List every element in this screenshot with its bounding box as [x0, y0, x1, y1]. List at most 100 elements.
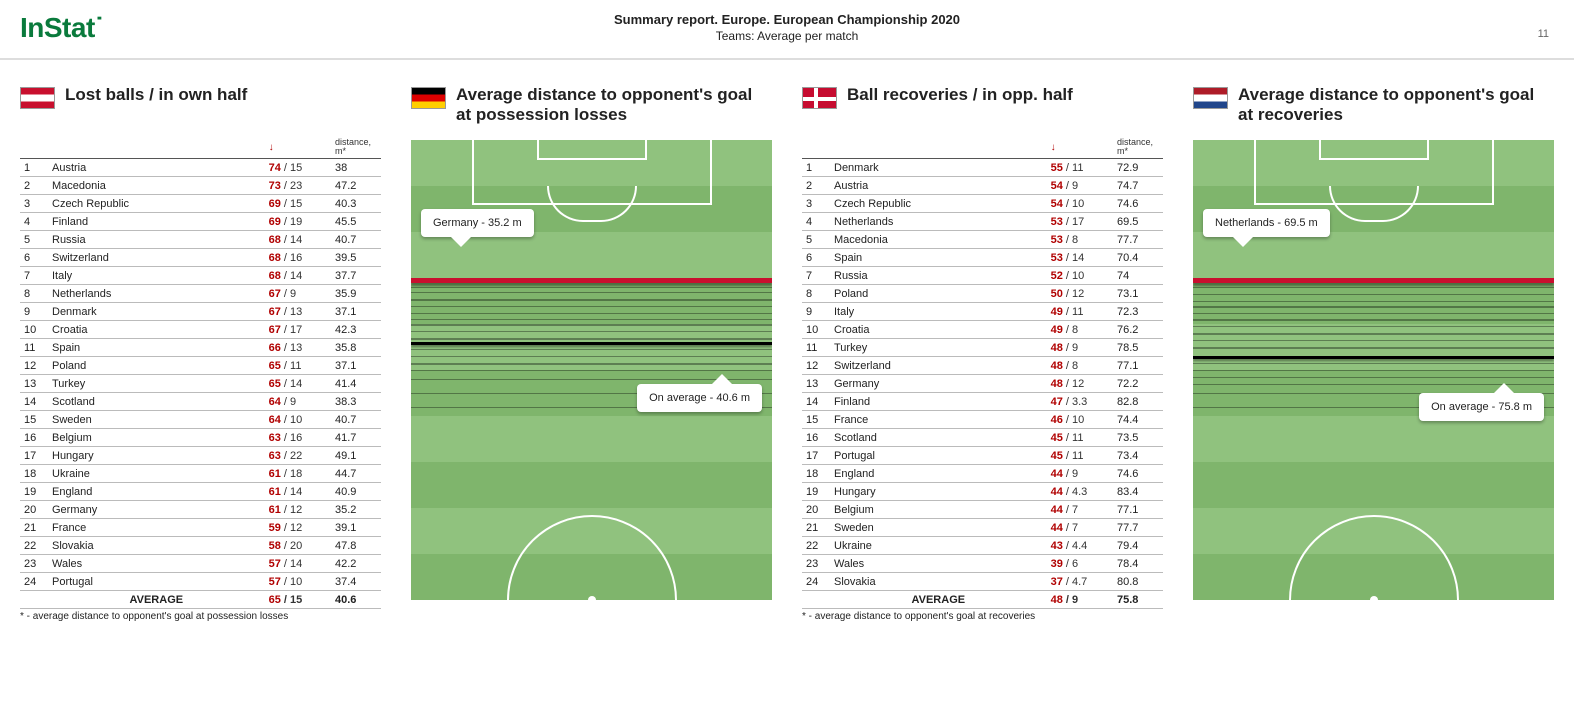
values-cell: 53 / 17	[1047, 213, 1113, 231]
table-row: 17Portugal45 / 1173.4	[802, 447, 1163, 465]
team-cell: Wales	[48, 555, 265, 573]
distance-cell: 73.1	[1113, 285, 1163, 303]
distance-cell: 37.4	[331, 573, 381, 591]
table-row: 15Sweden64 / 1040.7	[20, 411, 381, 429]
team-cell: Belgium	[48, 429, 265, 447]
values-cell: 61 / 18	[265, 465, 331, 483]
report-title: Summary report. Europe. European Champio…	[0, 12, 1574, 27]
th-sort[interactable]: ↓	[1047, 136, 1113, 159]
values-cell: 47 / 3.3	[1047, 393, 1113, 411]
distance-cell: 39.1	[331, 519, 381, 537]
team-cell: Germany	[830, 375, 1047, 393]
rank-cell: 8	[802, 285, 830, 303]
team-cell: Scotland	[830, 429, 1047, 447]
team-cell: Switzerland	[830, 357, 1047, 375]
th-distance: distance, m*	[1113, 136, 1163, 159]
rank-cell: 7	[802, 267, 830, 285]
rank-cell: 24	[20, 573, 48, 591]
rank-cell: 11	[20, 339, 48, 357]
table-row: 21Sweden44 / 777.7	[802, 519, 1163, 537]
distance-cell: 74.6	[1113, 195, 1163, 213]
values-cell: 68 / 16	[265, 249, 331, 267]
table-row: 7Italy68 / 1437.7	[20, 267, 381, 285]
values-cell: 68 / 14	[265, 231, 331, 249]
table-row: 3Czech Republic69 / 1540.3	[20, 195, 381, 213]
rank-cell: 9	[802, 303, 830, 321]
rank-cell: 15	[20, 411, 48, 429]
col-pitch-recoveries: Average distance to opponent's goal at r…	[1193, 85, 1554, 622]
values-cell: 57 / 10	[265, 573, 331, 591]
logo-dot: ˙	[95, 12, 104, 43]
team-cell: Czech Republic	[830, 195, 1047, 213]
rank-cell: 13	[20, 375, 48, 393]
team-cell: Slovakia	[48, 537, 265, 555]
table-row: 24Slovakia37 / 4.780.8	[802, 573, 1163, 591]
rank-cell: 11	[802, 339, 830, 357]
section-header: Ball recoveries / in opp. half	[802, 85, 1163, 130]
table-row: 9Italy49 / 1172.3	[802, 303, 1163, 321]
team-cell: Denmark	[48, 303, 265, 321]
table-row: 8Poland50 / 1273.1	[802, 285, 1163, 303]
table-row: 15France46 / 1074.4	[802, 411, 1163, 429]
table-row: 6Spain53 / 1470.4	[802, 249, 1163, 267]
values-cell: 48 / 8	[1047, 357, 1113, 375]
values-cell: 61 / 12	[265, 501, 331, 519]
team-cell: Wales	[830, 555, 1047, 573]
team-cell: Switzerland	[48, 249, 265, 267]
team-cell: England	[830, 465, 1047, 483]
distance-cell: 40.9	[331, 483, 381, 501]
values-cell: 64 / 9	[265, 393, 331, 411]
rank-cell: 17	[20, 447, 48, 465]
th-distance: distance, m*	[331, 136, 381, 159]
table-row: 23Wales39 / 678.4	[802, 555, 1163, 573]
avg-dist: 40.6	[331, 591, 381, 609]
table-row: 22Ukraine43 / 4.479.4	[802, 537, 1163, 555]
rank-cell: 2	[802, 177, 830, 195]
rank-cell: 3	[20, 195, 48, 213]
avg-dist: 75.8	[1113, 591, 1163, 609]
distance-cell: 70.4	[1113, 249, 1163, 267]
distance-cell: 82.8	[1113, 393, 1163, 411]
distance-cell: 37.1	[331, 357, 381, 375]
rank-cell: 24	[802, 573, 830, 591]
team-cell: Spain	[830, 249, 1047, 267]
table-row: 13Germany48 / 1272.2	[802, 375, 1163, 393]
team-cell: Portugal	[48, 573, 265, 591]
values-cell: 49 / 11	[1047, 303, 1113, 321]
team-cell: Austria	[48, 159, 265, 177]
table-row: 14Scotland64 / 938.3	[20, 393, 381, 411]
table-row: 12Poland65 / 1137.1	[20, 357, 381, 375]
footnote: * - average distance to opponent's goal …	[20, 611, 381, 622]
distance-cell: 76.2	[1113, 321, 1163, 339]
values-cell: 44 / 7	[1047, 519, 1113, 537]
rank-cell: 10	[20, 321, 48, 339]
table-row: 2Macedonia73 / 2347.2	[20, 177, 381, 195]
callout-average: On average - 40.6 m	[637, 384, 762, 412]
distance-cell: 73.5	[1113, 429, 1163, 447]
distance-cell: 78.5	[1113, 339, 1163, 357]
values-cell: 54 / 10	[1047, 195, 1113, 213]
rank-cell: 7	[20, 267, 48, 285]
th-sort[interactable]: ↓	[265, 136, 331, 159]
rank-cell: 12	[20, 357, 48, 375]
distance-cell: 45.5	[331, 213, 381, 231]
rank-cell: 5	[20, 231, 48, 249]
table-row: 1Austria74 / 1538	[20, 159, 381, 177]
table-row: 23Wales57 / 1442.2	[20, 555, 381, 573]
section-title: Lost balls / in own half	[65, 85, 247, 105]
rank-cell: 4	[802, 213, 830, 231]
rank-cell: 21	[20, 519, 48, 537]
team-cell: Slovakia	[830, 573, 1047, 591]
rank-cell: 22	[802, 537, 830, 555]
section-title: Ball recoveries / in opp. half	[847, 85, 1073, 105]
rank-cell: 5	[802, 231, 830, 249]
table-row: 3Czech Republic54 / 1074.6	[802, 195, 1163, 213]
table-row: 7Russia52 / 1074	[802, 267, 1163, 285]
table-row: 18England44 / 974.6	[802, 465, 1163, 483]
callout-average: On average - 75.8 m	[1419, 393, 1544, 421]
rank-cell: 13	[802, 375, 830, 393]
rank-cell: 10	[802, 321, 830, 339]
avg-values: 48 / 9	[1047, 591, 1113, 609]
distance-cell: 35.9	[331, 285, 381, 303]
table-row: 11Turkey48 / 978.5	[802, 339, 1163, 357]
